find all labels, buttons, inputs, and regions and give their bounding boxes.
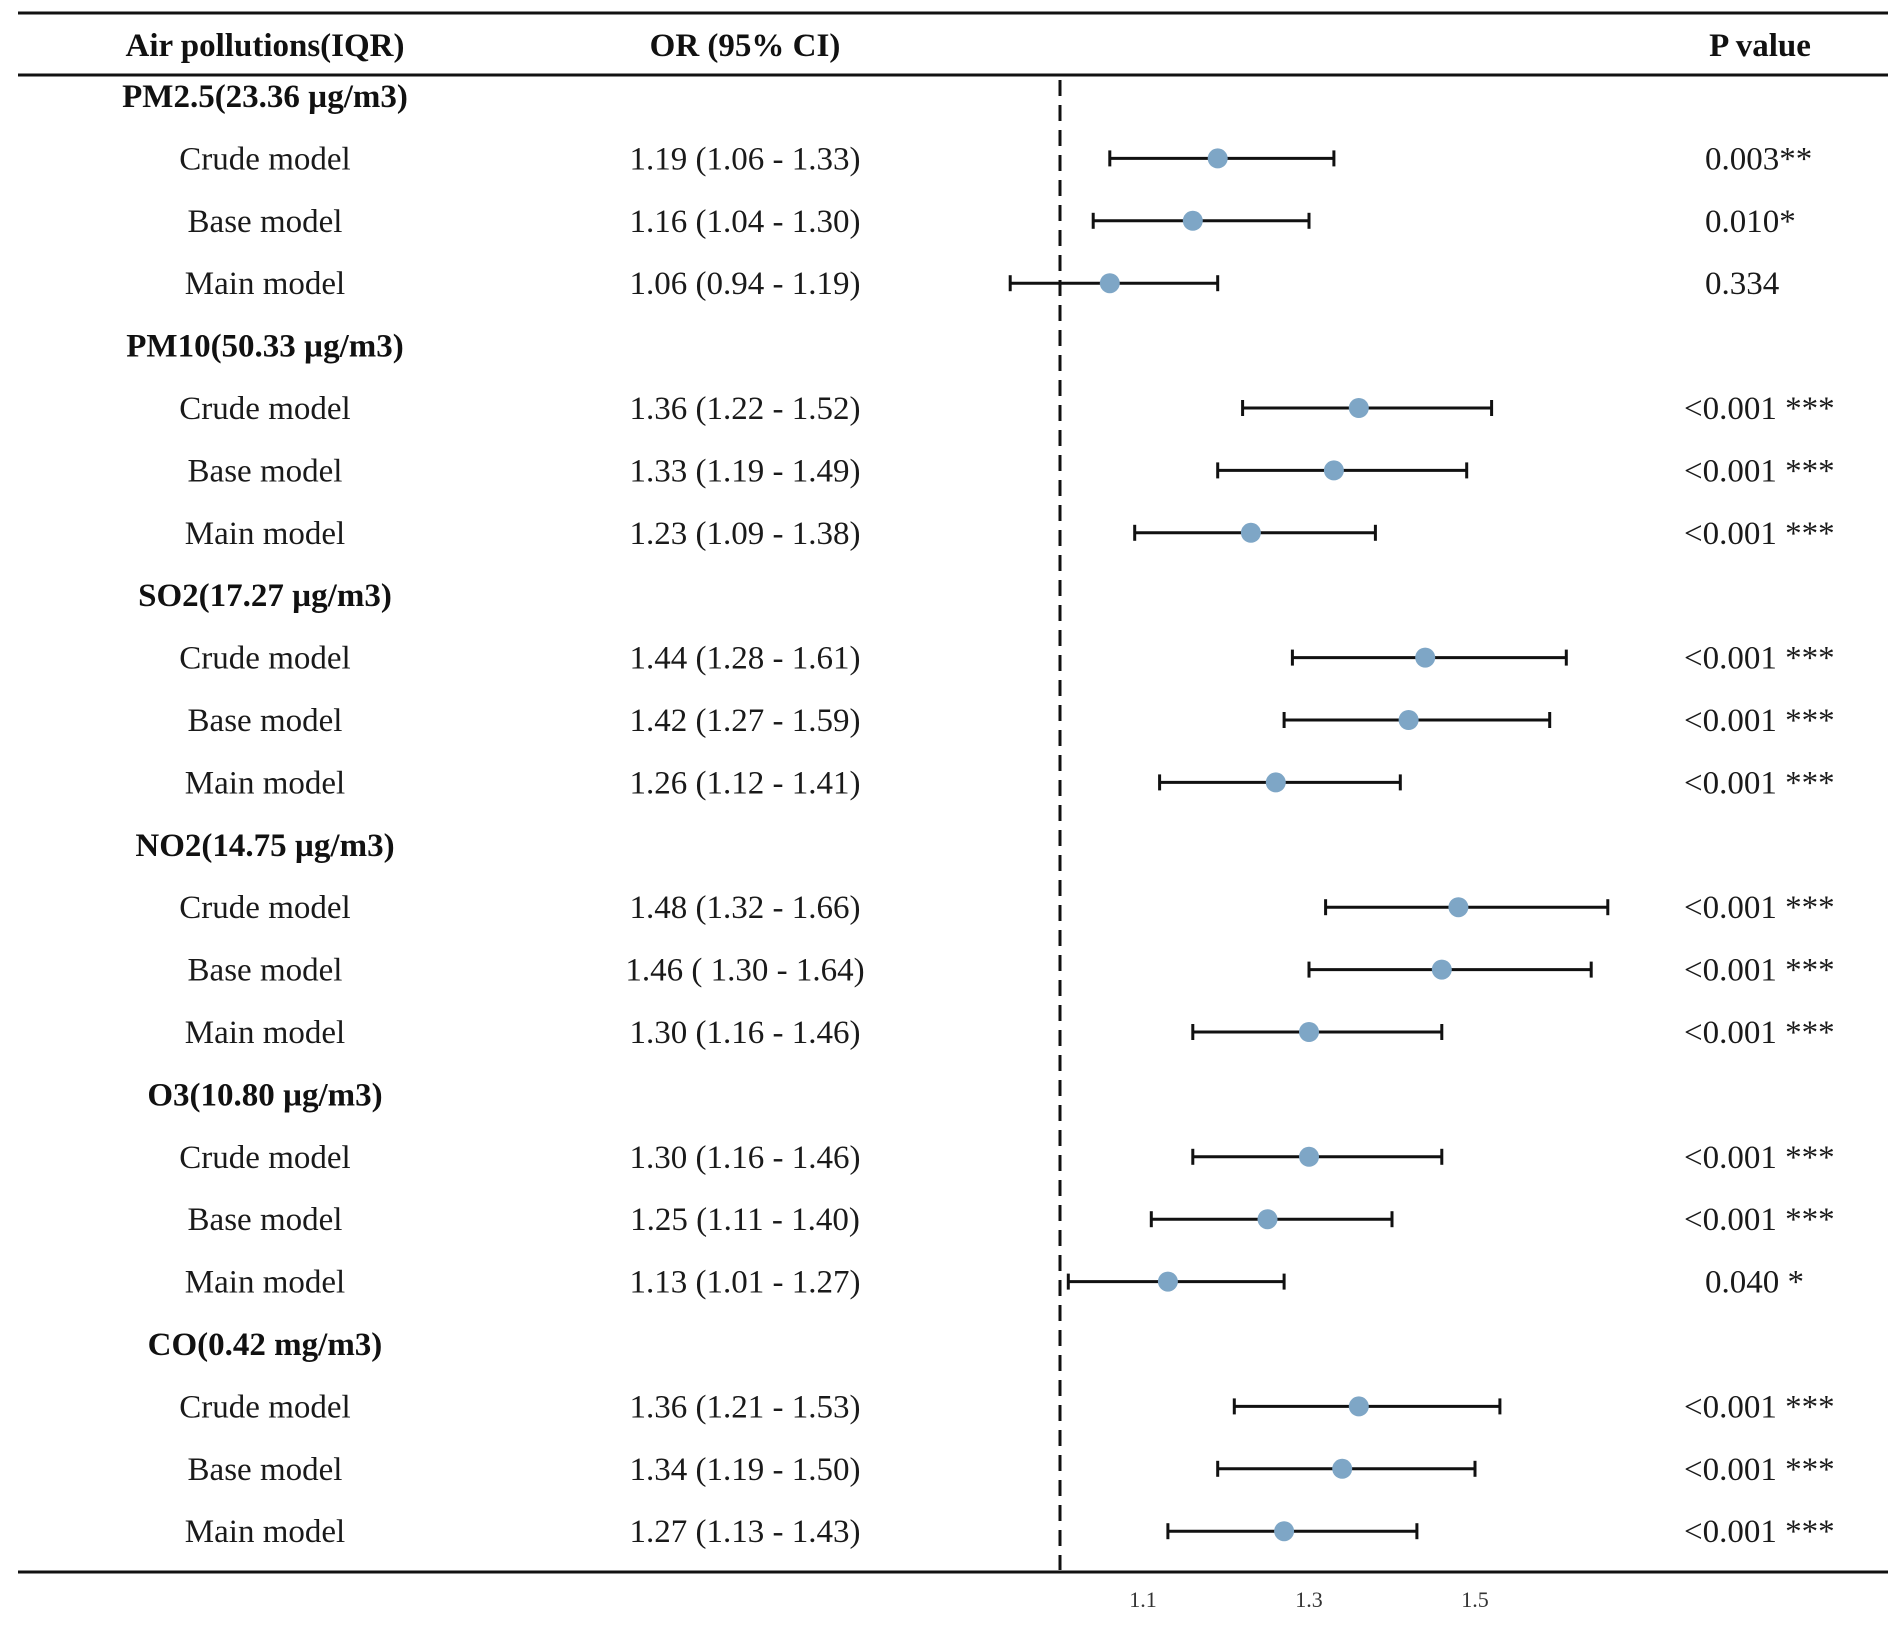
model-label: Base model <box>188 953 343 989</box>
or-point <box>1182 210 1203 231</box>
p-value-text: <0.001 *** <box>1684 1514 1835 1550</box>
p-value-text: 0.040 * <box>1705 1265 1804 1301</box>
or-point <box>1431 959 1452 980</box>
x-axis: 1.1 1.3 1.5 <box>1129 1587 1489 1612</box>
header-or-ci: OR (95% CI) <box>650 28 841 64</box>
p-value-text: <0.001 *** <box>1684 453 1835 489</box>
p-value-text: <0.001 *** <box>1684 1202 1835 1238</box>
group-label: PM10(50.33 µg/m3) <box>126 329 403 365</box>
group-label: PM2.5(23.36 µg/m3) <box>122 79 408 115</box>
or-ci-text: 1.36 (1.22 - 1.52) <box>630 391 861 427</box>
model-label: Base model <box>188 204 343 240</box>
or-point <box>1265 772 1286 793</box>
or-point <box>1099 273 1120 294</box>
model-label: Crude model <box>179 1140 350 1176</box>
x-tick-label: 1.1 <box>1129 1587 1157 1612</box>
model-label: Main model <box>185 765 345 801</box>
p-value-text: 0.003** <box>1705 141 1812 177</box>
x-tick-label: 1.5 <box>1461 1587 1489 1612</box>
p-value-text: 0.334 <box>1705 266 1779 302</box>
p-value-text: <0.001 *** <box>1684 641 1835 677</box>
or-ci-text: 1.19 (1.06 - 1.33) <box>630 141 861 177</box>
or-point <box>1448 897 1469 918</box>
model-label: Crude model <box>179 391 350 427</box>
model-label: Crude model <box>179 890 350 926</box>
model-label: Crude model <box>179 1389 350 1425</box>
or-ci-text: 1.23 (1.09 - 1.38) <box>630 516 861 552</box>
group-label: O3(10.80 µg/m3) <box>147 1077 382 1113</box>
or-point <box>1274 1521 1295 1542</box>
model-label: Crude model <box>179 641 350 677</box>
or-ci-text: 1.48 (1.32 - 1.66) <box>630 890 861 926</box>
or-point <box>1157 1271 1178 1292</box>
or-point <box>1299 1022 1319 1042</box>
header-air-pollutions: Air pollutions(IQR) <box>125 28 404 64</box>
p-value-text: <0.001 *** <box>1684 516 1835 552</box>
model-label: Main model <box>185 516 345 552</box>
or-point <box>1348 398 1369 418</box>
or-ci-text: 1.27 (1.13 - 1.43) <box>630 1514 861 1550</box>
p-value-text: <0.001 *** <box>1684 1452 1835 1488</box>
or-ci-text: 1.44 (1.28 - 1.61) <box>630 641 861 677</box>
or-ci-text: 1.33 (1.19 - 1.49) <box>630 453 861 489</box>
or-point <box>1415 647 1436 668</box>
model-label: Crude model <box>179 141 350 177</box>
or-ci-text: 1.36 (1.21 - 1.53) <box>630 1389 861 1425</box>
or-ci-text: 1.30 (1.16 - 1.46) <box>630 1015 861 1051</box>
or-ci-text: 1.06 (0.94 - 1.19) <box>630 266 861 302</box>
model-label: Base model <box>188 703 343 739</box>
or-point <box>1240 522 1261 543</box>
model-label: Base model <box>188 1202 343 1238</box>
or-ci-text: 1.30 (1.16 - 1.46) <box>630 1140 861 1176</box>
p-value-text: <0.001 *** <box>1684 765 1835 801</box>
or-point <box>1257 1209 1278 1230</box>
or-ci-text: 1.46 ( 1.30 - 1.64) <box>625 953 864 989</box>
p-value-text: <0.001 *** <box>1684 391 1835 427</box>
or-ci-text: 1.26 (1.12 - 1.41) <box>630 765 861 801</box>
or-point <box>1207 148 1228 169</box>
or-ci-text: 1.42 (1.27 - 1.59) <box>630 703 861 739</box>
p-value-text: <0.001 *** <box>1684 1015 1835 1051</box>
p-value-text: <0.001 *** <box>1684 1140 1835 1176</box>
or-ci-text: 1.16 (1.04 - 1.30) <box>630 204 861 240</box>
p-value-text: <0.001 *** <box>1684 953 1835 989</box>
model-label: Main model <box>185 1265 345 1301</box>
model-label: Main model <box>185 1514 345 1550</box>
group-label: SO2(17.27 µg/m3) <box>138 578 392 614</box>
header-p-value: P value <box>1709 28 1811 64</box>
model-label: Main model <box>185 1015 345 1051</box>
group-label: CO(0.42 mg/m3) <box>148 1327 383 1363</box>
or-ci-text: 1.25 (1.11 - 1.40) <box>630 1202 860 1238</box>
or-point <box>1323 460 1344 481</box>
or-point <box>1398 710 1419 730</box>
p-value-text: <0.001 *** <box>1684 890 1835 926</box>
or-ci-text: 1.13 (1.01 - 1.27) <box>630 1265 861 1301</box>
model-label: Main model <box>185 266 345 302</box>
p-value-text: 0.010* <box>1705 204 1796 240</box>
model-label: Base model <box>188 453 343 489</box>
or-point <box>1299 1146 1319 1167</box>
x-tick-label: 1.3 <box>1295 1587 1323 1612</box>
or-point <box>1348 1396 1369 1417</box>
model-label: Base model <box>188 1452 343 1488</box>
or-ci-text: 1.34 (1.19 - 1.50) <box>630 1452 861 1488</box>
forest-rows: PM2.5(23.36 µg/m3) Crude model 1.19 (1.06 … <box>122 79 1834 1550</box>
p-value-text: <0.001 *** <box>1684 703 1835 739</box>
group-label: NO2(14.75 µg/m3) <box>135 828 394 864</box>
p-value-text: <0.001 *** <box>1684 1389 1835 1425</box>
or-point <box>1332 1458 1353 1479</box>
